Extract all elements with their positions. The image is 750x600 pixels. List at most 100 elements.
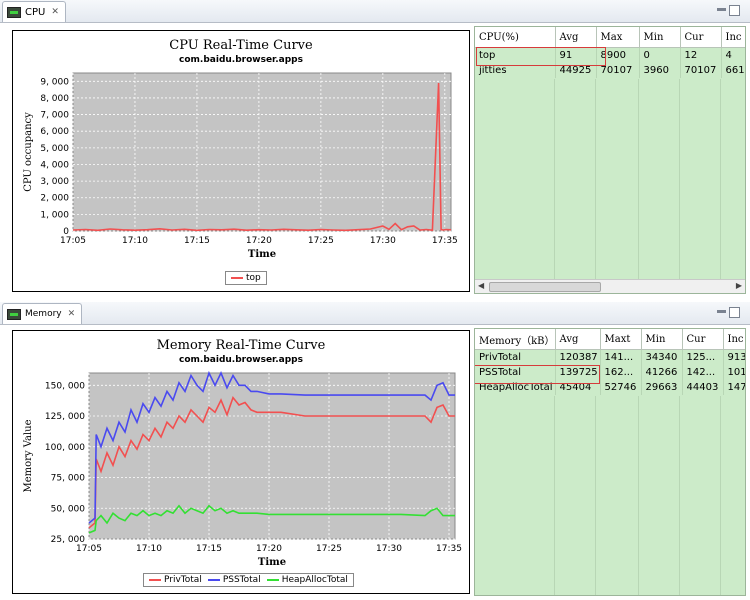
table-row[interactable]: top 91 8900 0 12 4 bbox=[475, 48, 746, 64]
column-header[interactable]: Maxt bbox=[600, 329, 641, 350]
y-tick-label: 150, 000 bbox=[45, 381, 85, 391]
y-axis-label: CPU occupancy bbox=[23, 112, 34, 192]
scrollbar-thumb[interactable] bbox=[489, 282, 601, 292]
table-cell: 29663 bbox=[641, 380, 682, 395]
column-header[interactable]: Min bbox=[639, 27, 680, 48]
column-header[interactable]: Min bbox=[641, 329, 682, 350]
column-header[interactable]: Max bbox=[596, 27, 639, 48]
y-tick-label: 4, 000 bbox=[40, 160, 69, 170]
y-tick-label: 2, 000 bbox=[40, 194, 69, 204]
column-header[interactable]: Cur bbox=[682, 329, 723, 350]
table-cell: 125... bbox=[682, 350, 723, 366]
legend-item: HeapAllocTotal bbox=[267, 575, 348, 585]
tab-memory[interactable]: Memory ✕ bbox=[2, 303, 82, 324]
legend-label: top bbox=[246, 273, 261, 283]
column-header[interactable]: CPU(%) bbox=[475, 27, 555, 48]
table-cell: 91 bbox=[555, 48, 596, 64]
table-empty-area bbox=[475, 396, 745, 595]
y-tick-label: 75, 000 bbox=[51, 474, 86, 484]
legend-label: PrivTotal bbox=[164, 575, 202, 585]
legend-item: PSSTotal bbox=[208, 575, 261, 585]
table-cell: 661 bbox=[721, 63, 746, 78]
legend-label: PSSTotal bbox=[223, 575, 261, 585]
tab-cpu[interactable]: CPU ✕ bbox=[2, 1, 66, 22]
legend-item: top bbox=[231, 273, 261, 283]
table-cell: 12 bbox=[680, 48, 721, 64]
table-header-row: CPU(%) Avg Max Min Cur Inc bbox=[475, 27, 746, 48]
cpu-chart-svg: CPU Real-Time Curve com.baidu.browser.app… bbox=[13, 31, 469, 291]
table-cell: 70107 bbox=[596, 63, 639, 78]
column-header[interactable]: Inc bbox=[723, 329, 746, 350]
table-cell: top bbox=[475, 48, 555, 64]
cpu-legend: top bbox=[225, 271, 267, 285]
table-cell: jitties bbox=[475, 63, 555, 78]
table-cell: 120387 bbox=[555, 350, 600, 366]
scroll-left-icon[interactable]: ◀ bbox=[478, 281, 484, 290]
chart-title: CPU Real-Time Curve bbox=[169, 38, 313, 53]
y-axis-label: Memory Value bbox=[23, 419, 34, 492]
chart-title: Memory Real-Time Curve bbox=[157, 338, 326, 353]
monitor-icon bbox=[7, 309, 21, 320]
table-cell: 70107 bbox=[680, 63, 721, 78]
table-cell: 4 bbox=[721, 48, 746, 64]
legend-swatch bbox=[231, 277, 243, 279]
legend-swatch bbox=[267, 579, 279, 581]
x-tick-label: 17:15 bbox=[196, 544, 222, 554]
horizontal-scrollbar[interactable]: ◀ ▶ bbox=[475, 279, 745, 293]
table-cell: PrivTotal bbox=[475, 350, 555, 366]
table-row[interactable]: PSSTotal 139725 162... 41266 142... 101 bbox=[475, 365, 746, 380]
memory-chart: Memory Real-Time Curve com.baidu.browser.… bbox=[12, 330, 470, 594]
table-cell: 8900 bbox=[596, 48, 639, 64]
scroll-right-icon[interactable]: ▶ bbox=[736, 281, 742, 290]
table-cell: 34340 bbox=[641, 350, 682, 366]
column-header[interactable]: Avg bbox=[555, 329, 600, 350]
table-empty-area bbox=[475, 79, 745, 279]
y-tick-label: 100, 000 bbox=[45, 443, 85, 453]
cpu-panel: CPU ✕ CPU Real-Time Curve com.baidu.brows… bbox=[0, 0, 750, 298]
table-cell: 45404 bbox=[555, 380, 600, 395]
table-cell: 162... bbox=[600, 365, 641, 380]
x-tick-label: 17:10 bbox=[122, 236, 148, 246]
y-tick-label: 9, 000 bbox=[40, 77, 69, 87]
x-tick-label: 17:20 bbox=[246, 236, 272, 246]
table-cell: 913 bbox=[723, 350, 746, 366]
memory-panel: Memory ✕ Memory Real-Time Curve com.baidu… bbox=[0, 302, 750, 600]
tab-cpu-label: CPU bbox=[25, 7, 45, 18]
legend-swatch bbox=[208, 579, 220, 581]
legend-label: HeapAllocTotal bbox=[282, 575, 348, 585]
table-cell: 101 bbox=[723, 365, 746, 380]
y-tick-label: 7, 000 bbox=[40, 111, 69, 121]
x-tick-label: 17:30 bbox=[376, 544, 402, 554]
maximize-button[interactable] bbox=[729, 307, 740, 318]
close-icon[interactable]: ✕ bbox=[51, 7, 59, 17]
table-cell: 141... bbox=[600, 350, 641, 366]
y-tick-label: 8, 000 bbox=[40, 94, 69, 104]
memory-tab-bar: Memory ✕ bbox=[0, 302, 750, 325]
table-cell: 139725 bbox=[555, 365, 600, 380]
table-cell: 3960 bbox=[639, 63, 680, 78]
minimize-button[interactable] bbox=[717, 310, 726, 313]
memory-legend: PrivTotal PSSTotal HeapAllocTotal bbox=[143, 573, 354, 587]
maximize-button[interactable] bbox=[729, 5, 740, 16]
table-cell: PSSTotal bbox=[475, 365, 555, 380]
table-row[interactable]: PrivTotal 120387 141... 34340 125... 913 bbox=[475, 350, 746, 366]
column-header[interactable]: Inc bbox=[721, 27, 746, 48]
table-cell: 142... bbox=[682, 365, 723, 380]
tab-memory-label: Memory bbox=[25, 309, 62, 319]
close-icon[interactable]: ✕ bbox=[68, 309, 76, 319]
x-tick-label: 17:20 bbox=[256, 544, 282, 554]
memory-stats-table: Memory（kB） Avg Maxt Min Cur Inc PrivTota… bbox=[474, 328, 746, 596]
column-header[interactable]: Memory（kB） bbox=[475, 329, 555, 350]
table-cell: HeapAllocTotal bbox=[475, 380, 555, 395]
legend-item: PrivTotal bbox=[149, 575, 202, 585]
column-header[interactable]: Cur bbox=[680, 27, 721, 48]
cpu-chart: CPU Real-Time Curve com.baidu.browser.app… bbox=[12, 30, 470, 292]
table-cell: 0 bbox=[639, 48, 680, 64]
y-tick-label: 125, 000 bbox=[45, 412, 85, 422]
table-row[interactable]: jitties 44925 70107 3960 70107 661 bbox=[475, 63, 746, 78]
table-row[interactable]: HeapAllocTotal 45404 52746 29663 44403 1… bbox=[475, 380, 746, 395]
table-cell: 41266 bbox=[641, 365, 682, 380]
table-cell: 44403 bbox=[682, 380, 723, 395]
column-header[interactable]: Avg bbox=[555, 27, 596, 48]
minimize-button[interactable] bbox=[717, 8, 726, 11]
